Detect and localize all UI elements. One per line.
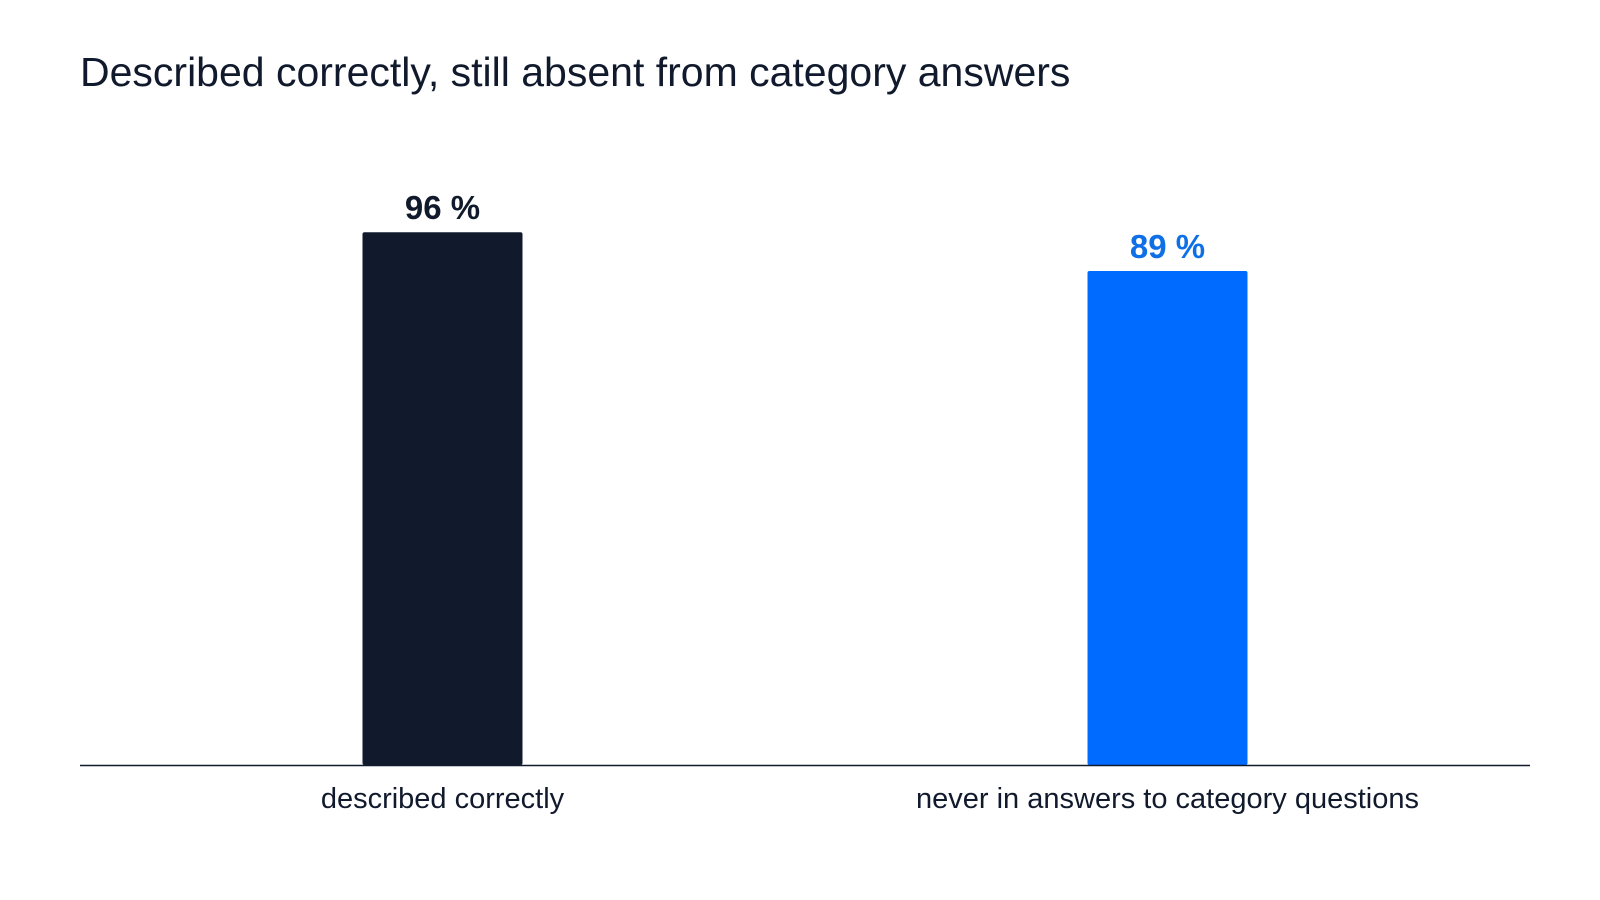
bar-never-in-answers-to-category-questions: [1087, 271, 1248, 765]
x-tick-label-never-in-answers-to-category-questions: never in answers to category questions: [916, 783, 1419, 815]
bar-described-correctly: [362, 232, 523, 765]
value-label-never-in-answers-to-category-questions: 89 %: [1130, 228, 1205, 265]
x-tick-label-described-correctly: described correctly: [321, 783, 565, 815]
value-label-described-correctly: 96 %: [405, 189, 480, 226]
labels-layer: 96 % described correctly 89 % never in answ…: [321, 189, 1419, 815]
chart-title: Described correctly, still absent from c…: [80, 49, 1071, 95]
bars-layer: [362, 232, 1248, 765]
